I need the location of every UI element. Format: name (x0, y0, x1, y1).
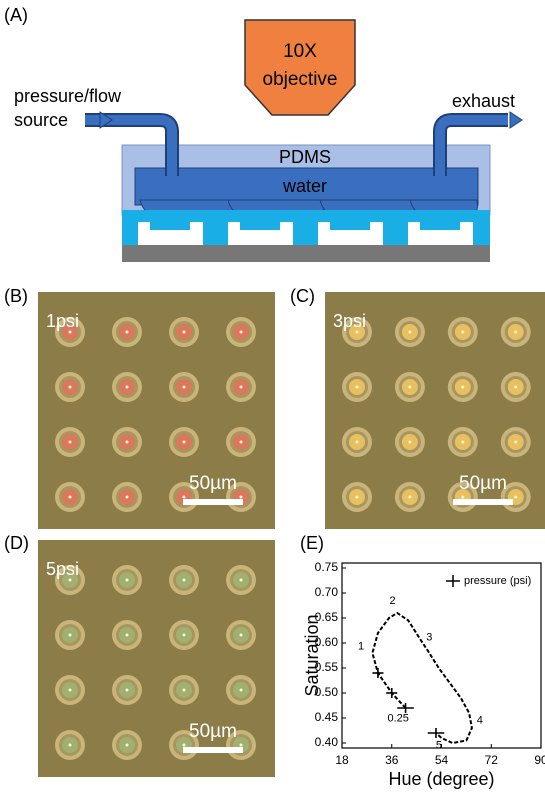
figure: (A) 10X objective pressure/flow source e… (0, 0, 545, 790)
well-center (356, 441, 359, 444)
well-center (183, 634, 186, 637)
well-center (126, 744, 129, 747)
micrograph-label: 5psi (46, 559, 79, 579)
pressure-label: 1 (358, 641, 364, 653)
x-tick-label: 72 (485, 753, 499, 767)
micrograph: 5psi 50µm (38, 540, 275, 777)
panel-label: (D) (4, 533, 29, 553)
objective-label: objective (263, 69, 338, 90)
well-center (183, 331, 186, 334)
base (122, 245, 490, 262)
well-center (240, 386, 243, 389)
well-center (183, 386, 186, 389)
well-center (126, 386, 129, 389)
well-center (69, 579, 72, 582)
well-center (69, 744, 72, 747)
well-center (408, 441, 411, 444)
well-center (356, 331, 359, 334)
pressure-label: 2 (389, 595, 395, 607)
layer-label: PDMS (279, 147, 331, 167)
x-tick-label: 36 (385, 753, 399, 767)
micrograph: 1psi 50µm (38, 292, 275, 529)
well-center (240, 579, 243, 582)
pressure-label: 4 (477, 714, 483, 726)
well-center (126, 331, 129, 334)
well-center (240, 744, 243, 747)
panel-label: (C) (290, 286, 315, 306)
well-center (240, 331, 243, 334)
micrograph: 3psi 50µm (325, 292, 545, 529)
y-tick-label: 0.40 (315, 735, 339, 749)
plot-frame (342, 563, 541, 748)
inlet-label: pressure/flow (14, 86, 122, 106)
pressure-label: 5 (436, 740, 442, 752)
well-center (69, 386, 72, 389)
well-center (461, 331, 464, 334)
y-axis-title: Saturation (302, 614, 322, 696)
well-center (240, 441, 243, 444)
outlet-label: exhaust (452, 91, 515, 111)
well-center (69, 331, 72, 334)
micrograph-label: 1psi (46, 311, 79, 331)
well-center (183, 689, 186, 692)
objective (245, 20, 355, 115)
x-tick-label: 54 (435, 753, 449, 767)
fluid-label: water (282, 176, 327, 196)
well-center (126, 441, 129, 444)
panel-label: (B) (4, 286, 28, 306)
objective-label: 10X (283, 41, 317, 62)
y-tick-label: 0.70 (315, 585, 339, 599)
well-center (240, 496, 243, 499)
panel-label: (A) (4, 5, 28, 25)
well-center (126, 579, 129, 582)
well-center (240, 689, 243, 692)
micrograph-label: 3psi (333, 311, 366, 331)
well-center (69, 496, 72, 499)
well-center (183, 496, 186, 499)
well-center (514, 441, 517, 444)
well-center (408, 496, 411, 499)
y-tick-label: 0.75 (315, 560, 339, 574)
well-center (183, 441, 186, 444)
legend-label: pressure (psi) (464, 575, 531, 587)
well-center (408, 386, 411, 389)
scale-bar (183, 499, 243, 505)
well-center (69, 441, 72, 444)
pressure-label: 0.25 (388, 713, 409, 725)
scale-bar-label: 50µm (189, 721, 237, 742)
scale-bar-label: 50µm (189, 473, 237, 494)
scale-bar (453, 499, 513, 505)
inlet-label: source (14, 110, 68, 130)
well-center (183, 744, 186, 747)
well-center (514, 331, 517, 334)
pressure-label: 3 (426, 632, 432, 644)
scale-bar (183, 747, 243, 753)
well-center (514, 386, 517, 389)
well-center (69, 634, 72, 637)
well-center (461, 496, 464, 499)
well-center (126, 689, 129, 692)
well-center (69, 689, 72, 692)
x-tick-label: 90 (534, 753, 545, 767)
well-center (126, 634, 129, 637)
well-center (514, 496, 517, 499)
well-center (461, 441, 464, 444)
diagram: (A) 10X objective pressure/flow source e… (4, 5, 522, 262)
well-center (183, 579, 186, 582)
y-tick-label: 0.45 (315, 710, 339, 724)
well-center (126, 496, 129, 499)
well-center (461, 386, 464, 389)
scale-bar-label: 50µm (459, 473, 507, 494)
x-tick-label: 18 (335, 753, 349, 767)
well-center (356, 496, 359, 499)
well-center (240, 634, 243, 637)
well-center (356, 386, 359, 389)
arrow (510, 112, 522, 128)
panel-label: (E) (300, 533, 324, 553)
x-axis-title: Hue (degree) (388, 769, 494, 789)
well-center (408, 331, 411, 334)
